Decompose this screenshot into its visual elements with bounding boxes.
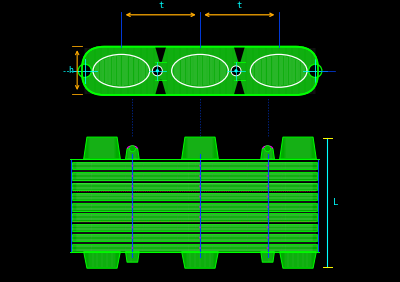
Circle shape	[156, 69, 159, 72]
Circle shape	[199, 165, 201, 167]
Circle shape	[199, 175, 201, 177]
Bar	[72, 182, 317, 190]
Circle shape	[199, 195, 201, 198]
Text: t: t	[158, 1, 163, 10]
Circle shape	[131, 216, 134, 218]
Circle shape	[131, 226, 134, 228]
Circle shape	[199, 206, 201, 208]
Circle shape	[131, 206, 134, 208]
Polygon shape	[155, 47, 166, 62]
Polygon shape	[126, 252, 139, 262]
Polygon shape	[234, 47, 245, 62]
Circle shape	[309, 64, 322, 78]
Circle shape	[234, 69, 238, 72]
Circle shape	[129, 146, 136, 152]
Circle shape	[199, 216, 201, 218]
Polygon shape	[126, 149, 139, 159]
Circle shape	[78, 64, 91, 78]
Circle shape	[266, 175, 269, 177]
Bar	[72, 162, 317, 169]
Circle shape	[199, 185, 201, 188]
FancyBboxPatch shape	[82, 47, 318, 95]
Circle shape	[131, 165, 134, 167]
Bar	[72, 213, 317, 221]
Text: h: h	[68, 66, 74, 75]
Circle shape	[131, 175, 134, 177]
Circle shape	[199, 247, 201, 249]
Polygon shape	[280, 137, 316, 159]
Circle shape	[264, 146, 271, 152]
Polygon shape	[280, 252, 316, 268]
Polygon shape	[234, 80, 245, 95]
Circle shape	[131, 247, 134, 249]
Circle shape	[199, 237, 201, 239]
Circle shape	[266, 247, 269, 249]
Bar	[72, 172, 317, 180]
Circle shape	[152, 66, 162, 76]
Circle shape	[199, 226, 201, 228]
Circle shape	[266, 165, 269, 167]
Circle shape	[131, 185, 134, 188]
Polygon shape	[182, 252, 218, 268]
Circle shape	[266, 237, 269, 239]
Circle shape	[231, 66, 241, 76]
Circle shape	[131, 237, 134, 239]
Polygon shape	[182, 137, 218, 159]
Polygon shape	[84, 252, 120, 268]
Bar	[72, 224, 317, 231]
Polygon shape	[155, 80, 166, 95]
Bar	[72, 244, 317, 252]
Circle shape	[131, 195, 134, 198]
Polygon shape	[84, 137, 120, 159]
Polygon shape	[261, 252, 274, 262]
Circle shape	[266, 226, 269, 228]
Circle shape	[266, 185, 269, 188]
Circle shape	[266, 195, 269, 198]
Circle shape	[266, 206, 269, 208]
Bar	[72, 193, 317, 200]
Bar	[72, 234, 317, 241]
Circle shape	[266, 216, 269, 218]
Polygon shape	[261, 149, 274, 159]
Bar	[72, 203, 317, 211]
Text: t: t	[237, 1, 242, 10]
Text: L: L	[333, 198, 338, 207]
